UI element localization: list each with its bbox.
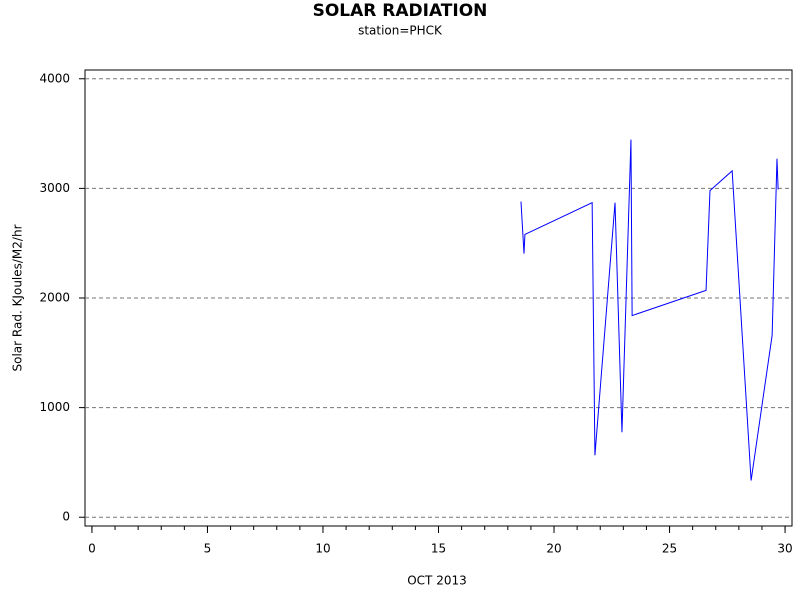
y-tick-label: 3000 — [39, 181, 70, 195]
y-tick-label: 4000 — [39, 71, 70, 85]
data-line — [520, 139, 779, 481]
x-tick-label: 25 — [662, 542, 677, 556]
chart-title: SOLAR RADIATION — [313, 1, 488, 21]
x-axis-label: OCT 2013 — [407, 574, 467, 588]
x-tick-label: 0 — [88, 542, 96, 556]
x-tick-label: 15 — [431, 542, 446, 556]
chart-subtitle: station=PHCK — [358, 24, 443, 38]
y-tick-label: 1000 — [39, 400, 70, 414]
x-tick-label: 5 — [204, 542, 212, 556]
y-axis-label: Solar Rad. KJoules/M2/hr — [11, 224, 25, 371]
x-tick-label: 20 — [546, 542, 561, 556]
x-tick-label: 10 — [315, 542, 330, 556]
y-tick-label: 2000 — [39, 291, 70, 305]
x-tick-label: 30 — [777, 542, 792, 556]
y-tick-label: 0 — [62, 510, 70, 524]
